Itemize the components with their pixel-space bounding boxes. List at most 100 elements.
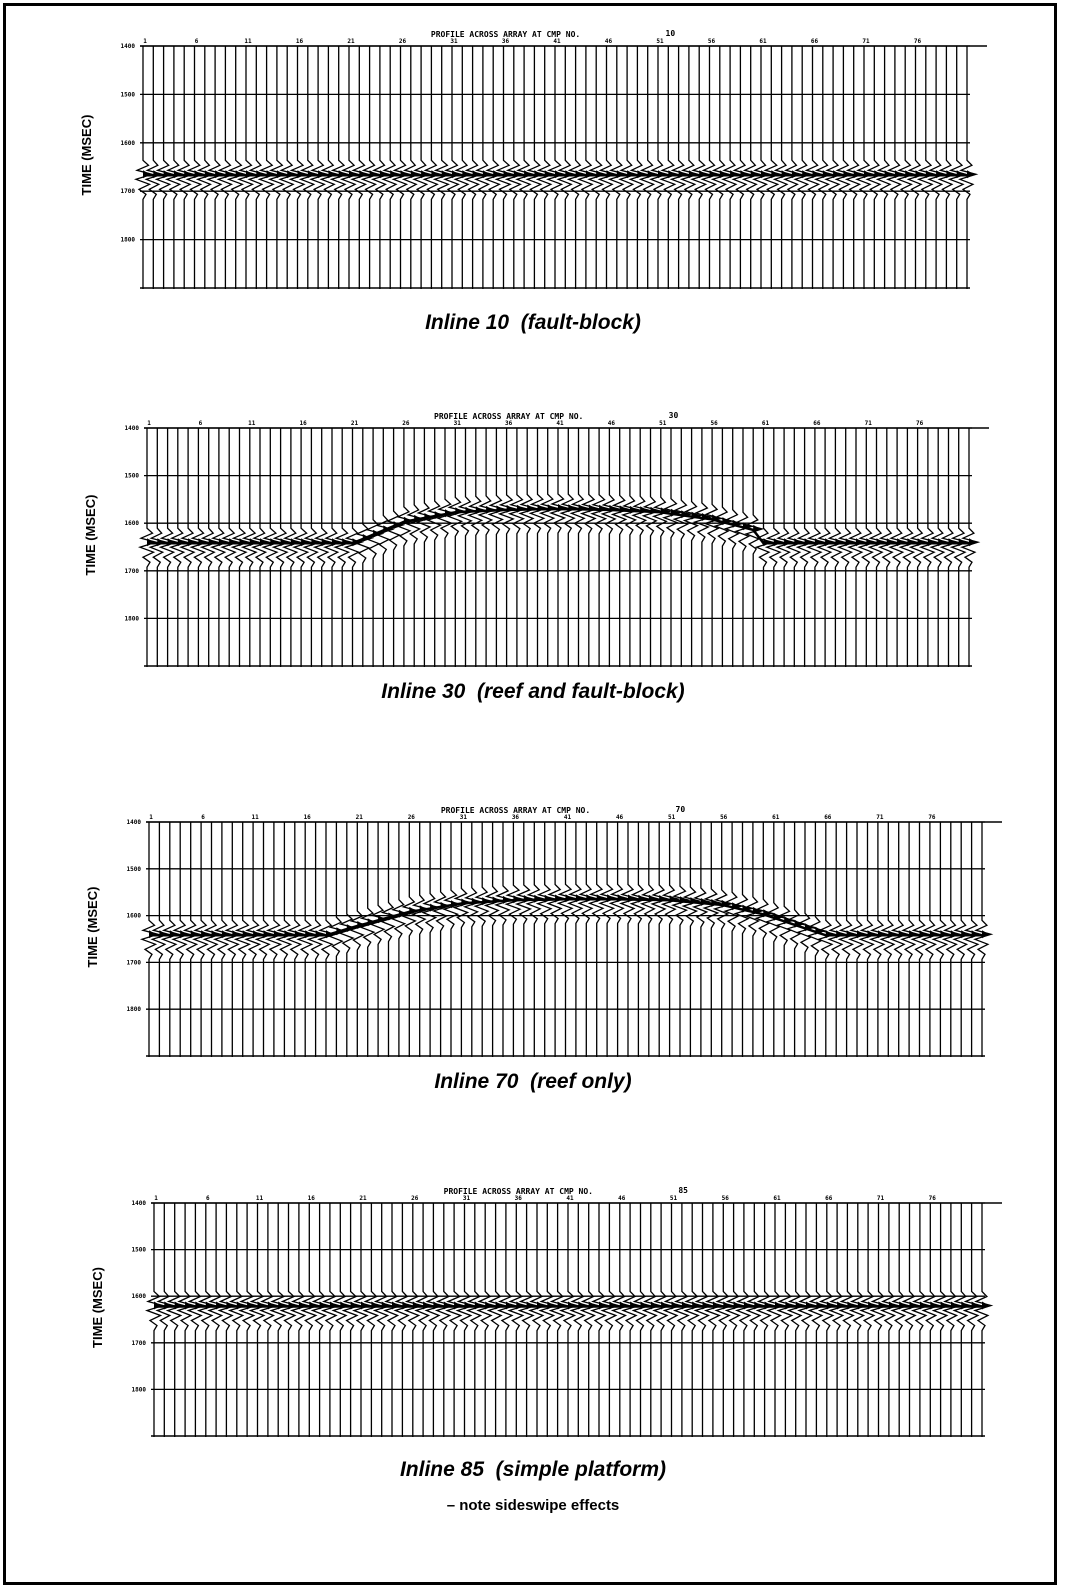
- trace-79: [952, 822, 973, 1057]
- trace-68: [838, 1203, 859, 1437]
- trace-55: [690, 46, 711, 289]
- trace-32: [456, 428, 477, 667]
- trace-label-56: 56: [711, 420, 719, 427]
- trace-label-21: 21: [359, 1195, 367, 1202]
- trace-14: [275, 822, 296, 1057]
- trace-37: [507, 428, 529, 667]
- trace-label-6: 6: [206, 1195, 210, 1202]
- trace-8: [209, 428, 231, 667]
- trace-77: [931, 1203, 952, 1437]
- trace-41: [548, 428, 570, 667]
- trace-27: [401, 46, 423, 289]
- trace-8: [217, 1203, 238, 1437]
- trace-23: [369, 822, 390, 1057]
- caption-inline-30: Inline 30 (reef and fault-block): [381, 680, 685, 703]
- trace-label-66: 66: [824, 814, 832, 821]
- trace-61: [752, 46, 773, 289]
- trace-lobe-81: [982, 930, 989, 939]
- trace-78: [941, 1203, 963, 1437]
- trace-label-61: 61: [772, 814, 780, 821]
- trace-18: [309, 46, 330, 289]
- trace-label-41: 41: [556, 420, 564, 427]
- trace-51: [662, 1203, 683, 1437]
- trace-2: [144, 46, 165, 289]
- trace-81: [973, 1203, 994, 1437]
- trace-29: [422, 46, 443, 289]
- y-tick-label-1400: 1400: [132, 1200, 147, 1207]
- trace-81: [958, 46, 979, 289]
- trace-64: [796, 822, 817, 1057]
- trace-52: [661, 428, 683, 667]
- trace-label-36: 36: [505, 420, 513, 427]
- trace-54: [693, 1203, 714, 1437]
- trace-49: [628, 46, 649, 289]
- trace-24: [379, 822, 400, 1057]
- trace-label-46: 46: [616, 814, 624, 821]
- trace-30: [432, 46, 454, 289]
- trace-70: [847, 428, 868, 667]
- trace-12: [258, 1203, 280, 1437]
- cmp-number: 30: [669, 411, 679, 420]
- trace-label-16: 16: [300, 420, 308, 427]
- trace-74: [888, 428, 909, 667]
- y-tick-label-1600: 1600: [125, 520, 140, 527]
- profile-title: PROFILE ACROSS ARRAY AT CMP NO.: [441, 806, 590, 815]
- trace-8: [206, 46, 227, 289]
- trace-label-66: 66: [825, 1195, 833, 1202]
- trace-label-56: 56: [708, 38, 716, 45]
- trace-40: [535, 46, 557, 289]
- trace-6: [196, 1203, 218, 1437]
- trace-13: [269, 1203, 290, 1437]
- trace-74: [900, 822, 921, 1057]
- trace-14: [279, 1203, 300, 1437]
- trace-75: [898, 428, 919, 667]
- trace-8: [212, 822, 234, 1057]
- y-axis-label: TIME (MSEC): [85, 887, 100, 968]
- trace-77: [931, 822, 952, 1057]
- trace-label-41: 41: [553, 38, 561, 45]
- trace-64: [782, 46, 804, 289]
- trace-21: [340, 46, 361, 289]
- trace-5: [181, 822, 203, 1057]
- trace-label-11: 11: [256, 1195, 264, 1202]
- y-tick-label-1800: 1800: [132, 1386, 147, 1393]
- trace-67: [813, 46, 835, 289]
- trace-20: [341, 1203, 362, 1437]
- trace-label-46: 46: [605, 38, 613, 45]
- trace-label-76: 76: [928, 814, 936, 821]
- trace-label-71: 71: [876, 814, 884, 821]
- trace-33: [466, 428, 488, 667]
- trace-label-16: 16: [296, 38, 304, 45]
- trace-26: [391, 46, 412, 289]
- trace-31: [452, 822, 473, 1057]
- trace-74: [900, 1203, 921, 1437]
- trace-label-11: 11: [244, 38, 252, 45]
- trace-65: [795, 428, 816, 667]
- trace-67: [816, 428, 837, 667]
- trace-25: [389, 822, 411, 1057]
- trace-81: [973, 822, 994, 1057]
- trace-5: [186, 1203, 207, 1437]
- trace-52: [670, 822, 692, 1057]
- trace-66: [816, 822, 838, 1057]
- trace-31: [443, 46, 464, 289]
- trace-27: [414, 1203, 435, 1437]
- trace-34: [483, 822, 504, 1057]
- caption-inline-70: Inline 70 (reef only): [434, 1070, 632, 1093]
- trace-76: [908, 428, 929, 667]
- trace-label-26: 26: [399, 38, 407, 45]
- trace-43: [566, 46, 587, 289]
- trace-45: [587, 46, 608, 289]
- trace-48: [631, 1203, 652, 1437]
- y-tick-label-1800: 1800: [125, 615, 140, 622]
- trace-72: [867, 428, 888, 667]
- trace-4: [168, 428, 190, 667]
- trace-1: [133, 46, 155, 289]
- trace-label-46: 46: [618, 1195, 626, 1202]
- trace-56: [700, 46, 721, 289]
- trace-38: [525, 822, 546, 1057]
- trace-42: [559, 428, 580, 667]
- trace-26: [403, 1203, 425, 1437]
- trace-41: [545, 46, 567, 289]
